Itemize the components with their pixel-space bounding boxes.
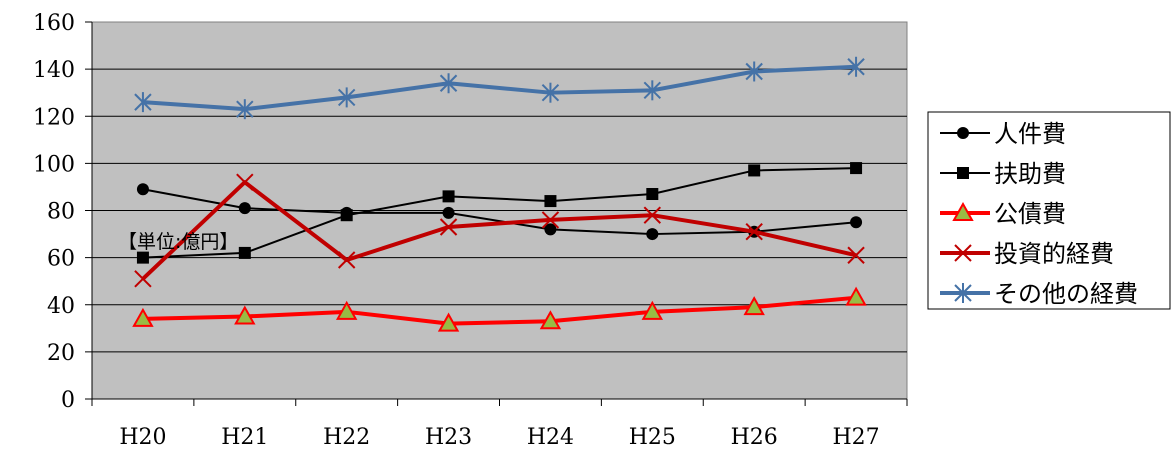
data-point (340, 209, 353, 222)
x-stroke (847, 246, 865, 264)
series-line (142, 167, 857, 259)
data-point (439, 73, 458, 94)
x-stroke (541, 211, 560, 229)
data-point (539, 310, 562, 330)
data-point (641, 300, 664, 320)
legend-label: 公債費 (994, 200, 1066, 228)
legend-marker (957, 127, 969, 139)
series-4 (134, 56, 865, 120)
legend-label: 人件費 (994, 120, 1066, 148)
data-point (745, 222, 763, 241)
data-point (337, 87, 356, 108)
y-tick-label: 0 (61, 388, 75, 413)
y-tick-label: 80 (47, 200, 75, 225)
data-point (850, 216, 863, 229)
x-stroke (337, 251, 356, 269)
series-line (142, 64, 857, 112)
x-tick-label: H27 (832, 425, 879, 450)
data-point (132, 307, 154, 327)
data-point (136, 183, 149, 196)
x-stroke (954, 244, 972, 262)
series-0 (136, 183, 863, 241)
data-point (236, 99, 254, 120)
x-tick-label: H20 (119, 425, 166, 450)
x-axis-tick-labels: H20 H21 H22 H23 H24 H25 H26 H27 (119, 425, 879, 450)
series-line (141, 180, 857, 281)
y-tick-label: 60 (47, 247, 75, 272)
data-point (847, 246, 865, 264)
data-point (541, 211, 560, 229)
data-point (238, 246, 251, 259)
legend-marker (952, 201, 974, 221)
x-stroke (643, 206, 662, 224)
data-point (646, 228, 659, 241)
data-point (541, 82, 560, 103)
y-tick-label: 120 (33, 105, 75, 130)
legend-item: 投資的経費 (940, 240, 1114, 268)
data-point (745, 61, 763, 82)
y-tick-label: 160 (33, 11, 75, 36)
data-point (845, 286, 867, 306)
legend-marker (954, 283, 972, 303)
data-point (748, 164, 761, 177)
data-point (442, 206, 455, 219)
data-point (136, 251, 149, 264)
data-point (646, 188, 659, 201)
legend-marker (954, 244, 972, 262)
legend-box (927, 111, 1171, 310)
data-point (439, 218, 458, 236)
x-tick-label: H23 (425, 425, 472, 450)
x-tick-label: H25 (629, 425, 676, 450)
y-tick-label: 20 (47, 341, 75, 366)
x-stroke (439, 218, 458, 236)
data-point (544, 195, 557, 208)
x-tick-label: H21 (221, 425, 268, 450)
data-point (850, 162, 863, 175)
axes (85, 21, 908, 406)
legend-item: 公債費 (940, 200, 1066, 228)
series-2 (132, 286, 867, 332)
series-line (142, 295, 857, 326)
series-3 (134, 173, 865, 288)
x-stroke (236, 173, 254, 191)
legend-label: 扶助費 (994, 160, 1066, 188)
legend-label: 投資的経費 (994, 240, 1114, 268)
data-point (335, 300, 358, 320)
series-group (132, 56, 867, 332)
x-stroke (134, 270, 152, 288)
y-axis-tick-labels: 0 20 40 60 80 100 120 140 160 (33, 11, 75, 413)
x-tick-label: H22 (323, 425, 370, 450)
legend-item: 扶助費 (940, 160, 1066, 188)
legend-marker (957, 167, 969, 179)
data-point (234, 305, 256, 325)
y-tick-label: 100 (33, 152, 75, 177)
series-1 (136, 162, 863, 264)
data-point (643, 80, 662, 101)
y-tick-label: 40 (47, 294, 75, 319)
series-line (142, 188, 857, 236)
data-point (337, 251, 356, 269)
data-point (743, 296, 765, 316)
unit-annotation: 【単位:億円】 (118, 231, 238, 253)
legend-label: その他の経費 (994, 280, 1138, 308)
data-point (544, 223, 557, 236)
y-tick-label: 140 (33, 58, 75, 83)
data-point (847, 56, 865, 77)
data-point (437, 312, 460, 332)
data-point (643, 206, 662, 224)
x-tick-label: H24 (527, 425, 574, 450)
data-point (134, 270, 152, 288)
x-stroke (745, 222, 763, 241)
x-tick-label: H26 (731, 425, 778, 450)
data-point (236, 173, 254, 191)
legend-item: 人件費 (940, 120, 1066, 148)
data-point (134, 92, 152, 113)
data-point (442, 190, 455, 203)
data-point (238, 202, 251, 215)
legend-item: その他の経費 (940, 280, 1138, 308)
